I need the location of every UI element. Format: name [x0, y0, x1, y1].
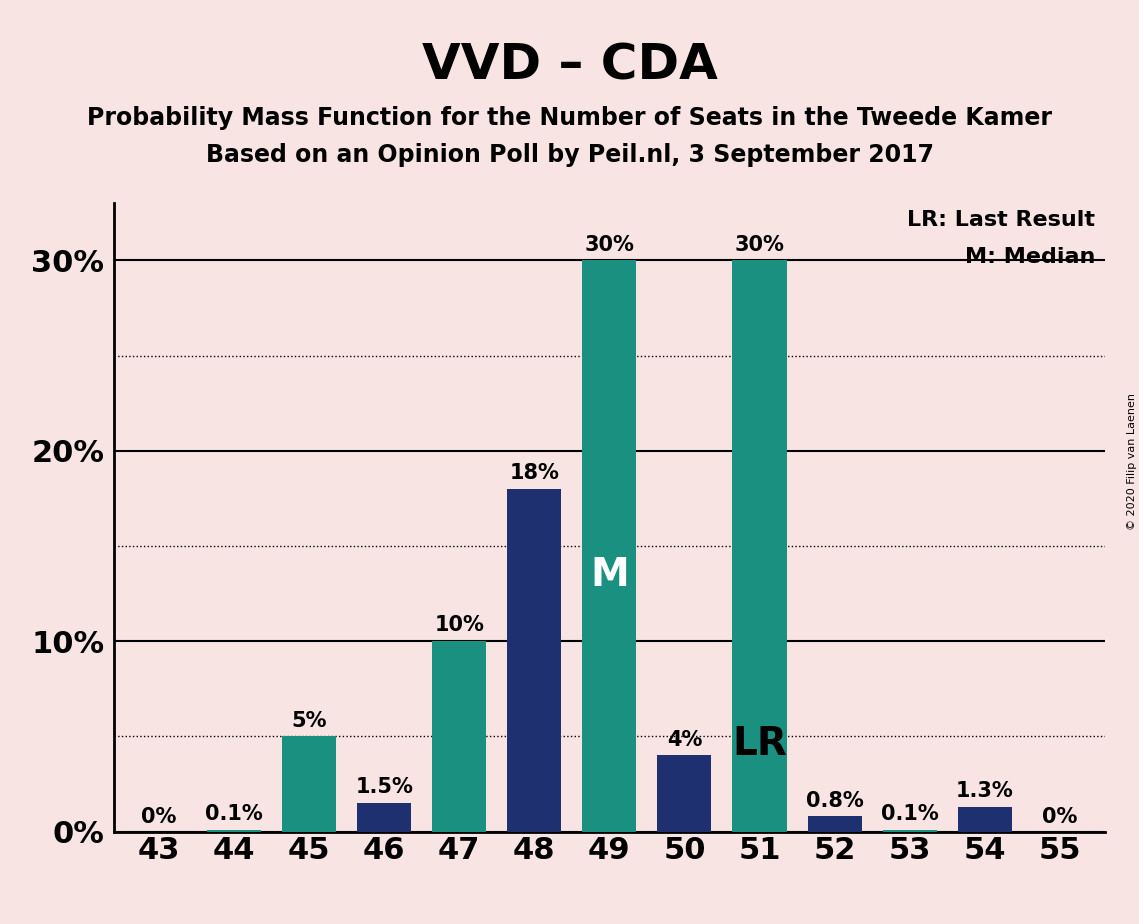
- Bar: [358, 803, 411, 832]
- Text: 0.1%: 0.1%: [880, 804, 939, 824]
- Bar: [808, 817, 861, 832]
- Text: VVD – CDA: VVD – CDA: [421, 42, 718, 90]
- Bar: [732, 261, 787, 832]
- Text: LR: LR: [732, 725, 787, 763]
- Bar: [657, 756, 712, 832]
- Text: 0%: 0%: [1042, 807, 1077, 827]
- Text: 4%: 4%: [666, 730, 702, 749]
- Text: 30%: 30%: [584, 235, 634, 255]
- Bar: [883, 830, 936, 832]
- Text: M: M: [590, 555, 629, 593]
- Bar: [582, 261, 637, 832]
- Text: 0%: 0%: [141, 807, 177, 827]
- Text: M: Median: M: Median: [965, 248, 1095, 267]
- Text: 1.5%: 1.5%: [355, 777, 413, 797]
- Bar: [282, 736, 336, 832]
- Text: Probability Mass Function for the Number of Seats in the Tweede Kamer: Probability Mass Function for the Number…: [87, 106, 1052, 130]
- Text: © 2020 Filip van Laenen: © 2020 Filip van Laenen: [1126, 394, 1137, 530]
- Text: 0.8%: 0.8%: [805, 791, 863, 810]
- Bar: [432, 641, 486, 832]
- Bar: [207, 830, 261, 832]
- Text: 5%: 5%: [292, 711, 327, 731]
- Text: 30%: 30%: [735, 235, 785, 255]
- Text: 18%: 18%: [509, 463, 559, 483]
- Bar: [507, 489, 562, 832]
- Text: 10%: 10%: [434, 615, 484, 636]
- Text: 0.1%: 0.1%: [205, 804, 263, 824]
- Text: LR: Last Result: LR: Last Result: [907, 210, 1095, 229]
- Bar: [958, 807, 1011, 832]
- Text: Based on an Opinion Poll by Peil.nl, 3 September 2017: Based on an Opinion Poll by Peil.nl, 3 S…: [205, 143, 934, 167]
- Text: 1.3%: 1.3%: [956, 781, 1014, 801]
